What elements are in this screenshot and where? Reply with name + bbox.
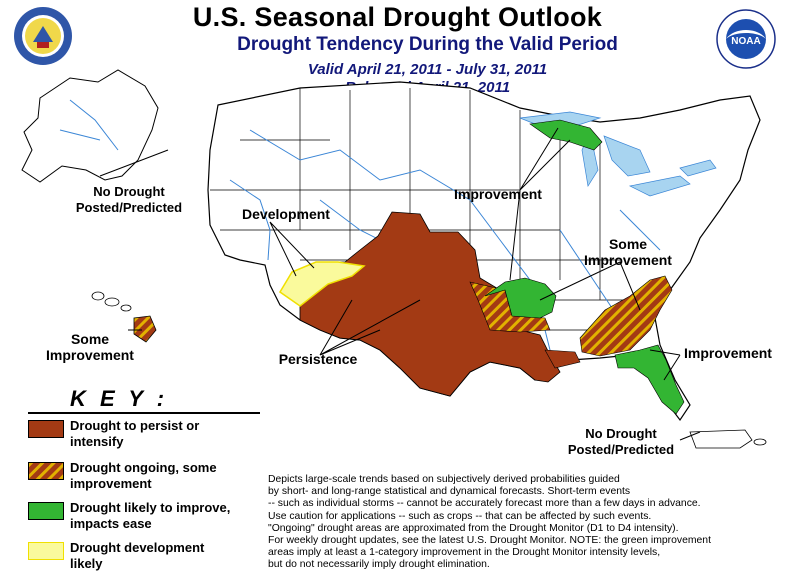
note-line: areas imply at least a 1-category improv… bbox=[268, 547, 661, 559]
improvement-north-label: Improvement bbox=[454, 186, 542, 202]
key-divider bbox=[28, 412, 260, 414]
department-of-commerce-seal-icon bbox=[14, 7, 72, 65]
improvement-area-great-lakes bbox=[529, 119, 603, 151]
callout-lines bbox=[128, 127, 701, 441]
puerto-rico-outline bbox=[689, 429, 753, 449]
improvement-area-southeast bbox=[614, 344, 685, 415]
key-label-development: Drought development likely bbox=[70, 540, 205, 571]
persistence-area-southeast-edge bbox=[544, 349, 581, 369]
hawaii-label: Some Improvement bbox=[46, 331, 134, 363]
improvement-southeast-label: Improvement bbox=[684, 345, 772, 361]
some-improvement-south-label: Some Improvement bbox=[584, 236, 672, 268]
key-label-improve: Drought likely to improve, impacts ease bbox=[70, 500, 231, 531]
ongoing-swatch bbox=[28, 462, 64, 480]
persist-swatch bbox=[28, 420, 64, 438]
puerto-rico-label: No Drought Posted/Predicted bbox=[567, 426, 675, 457]
noaa-logo-icon: NOAA bbox=[716, 9, 776, 69]
ongoing-area-southeast bbox=[579, 275, 673, 357]
note-line: Use caution for applications -- such as … bbox=[268, 510, 652, 522]
hawaii-islands bbox=[91, 291, 157, 343]
alaska-label: No Drought Posted/Predicted bbox=[75, 184, 183, 215]
development-label: Development bbox=[242, 206, 330, 222]
map-subtitle: Drought Tendency During the Valid Period bbox=[237, 34, 618, 55]
key-title: K E Y : bbox=[70, 386, 169, 411]
note-line: by short- and long-range statistical and… bbox=[268, 486, 631, 498]
valid-period: Valid April 21, 2011 - July 31, 2011 bbox=[307, 61, 548, 78]
note-line: Depicts large-scale trends based on subj… bbox=[268, 474, 620, 485]
improve-swatch bbox=[28, 502, 64, 520]
key-label-persist: Drought to persist or intensify bbox=[70, 418, 200, 449]
note-line: "Ongoing" drought areas are approximated… bbox=[268, 522, 679, 534]
svg-text:NOAA: NOAA bbox=[731, 36, 760, 47]
persistence-label: Persistence bbox=[278, 351, 358, 367]
map-title: U.S. Seasonal Drought Outlook bbox=[192, 2, 603, 32]
key-label-ongoing: Drought ongoing, some improvement bbox=[70, 460, 217, 491]
improvement-area-ozarks bbox=[484, 277, 557, 319]
note-line: but do not necessarily imply drought eli… bbox=[268, 559, 490, 571]
alaska-outline bbox=[21, 69, 159, 183]
note-line: For weekly drought updates, see the late… bbox=[268, 535, 711, 547]
explanatory-notes: Depicts large-scale trends based on subj… bbox=[268, 474, 788, 572]
note-line: -- such as individual storms -- cannot b… bbox=[268, 498, 701, 510]
development-swatch bbox=[28, 542, 64, 560]
development-area-southwest bbox=[278, 261, 366, 307]
